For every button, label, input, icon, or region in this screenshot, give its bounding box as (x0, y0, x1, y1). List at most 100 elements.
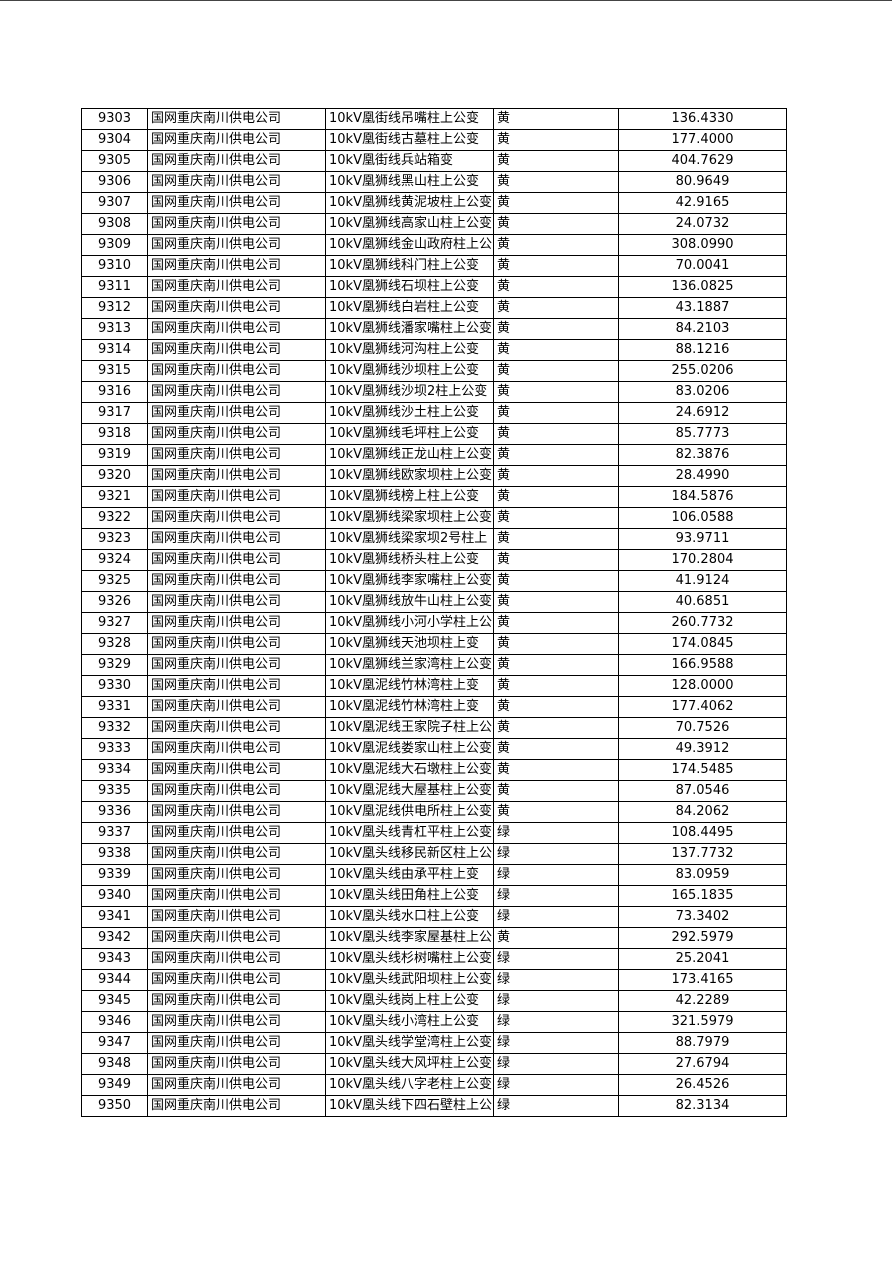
row-id: 9308 (81, 213, 148, 235)
status: 绿 (493, 1074, 619, 1096)
row-id: 9315 (81, 360, 148, 382)
transformer-name: 10kV凰狮线石坝柱上公变 (325, 276, 494, 298)
row-id: 9320 (81, 465, 148, 487)
status: 黄 (493, 402, 619, 424)
table-row: 9307 国网重庆南川供电公司 10kV凰狮线黄泥坡柱上公变黄 42.9165 (81, 192, 787, 214)
transformer-name: 10kV凰狮线梁家坝柱上公变 (325, 507, 494, 529)
transformer-name: 10kV凰泥线供电所柱上公变 (325, 801, 494, 823)
company: 国网重庆南川供电公司 (147, 927, 326, 949)
status: 黄 (493, 297, 619, 319)
transformer-name: 10kV凰狮线黄泥坡柱上公变 (325, 192, 494, 214)
value: 292.5979 (618, 927, 787, 949)
status: 黄 (493, 591, 619, 613)
transformer-name: 10kV凰头线水口柱上公变 (325, 906, 494, 928)
row-id: 9336 (81, 801, 148, 823)
table-row: 9325 国网重庆南川供电公司 10kV凰狮线李家嘴柱上公变黄 41.9124 (81, 570, 787, 592)
value: 24.6912 (618, 402, 787, 424)
company: 国网重庆南川供电公司 (147, 318, 326, 340)
row-id: 9350 (81, 1095, 148, 1117)
row-id: 9318 (81, 423, 148, 445)
row-id: 9322 (81, 507, 148, 529)
company: 国网重庆南川供电公司 (147, 360, 326, 382)
transformer-name: 10kV凰泥线大屋基柱上公变 (325, 780, 494, 802)
company: 国网重庆南川供电公司 (147, 129, 326, 151)
transformer-name: 10kV凰狮线小河小学柱上公 (325, 612, 494, 634)
row-id: 9314 (81, 339, 148, 361)
company: 国网重庆南川供电公司 (147, 759, 326, 781)
table-row: 9329 国网重庆南川供电公司 10kV凰狮线兰家湾柱上公变黄 166.9588 (81, 654, 787, 676)
company: 国网重庆南川供电公司 (147, 801, 326, 823)
value: 42.9165 (618, 192, 787, 214)
company: 国网重庆南川供电公司 (147, 465, 326, 487)
status: 黄 (493, 423, 619, 445)
table-row: 9306 国网重庆南川供电公司 10kV凰狮线黑山柱上公变黄 80.9649 (81, 171, 787, 193)
company: 国网重庆南川供电公司 (147, 1074, 326, 1096)
row-id: 9313 (81, 318, 148, 340)
status: 黄 (493, 675, 619, 697)
status: 黄 (493, 213, 619, 235)
row-id: 9317 (81, 402, 148, 424)
table-row: 9344 国网重庆南川供电公司 10kV凰头线武阳坝柱上公变绿 173.4165 (81, 969, 787, 991)
company: 国网重庆南川供电公司 (147, 906, 326, 928)
table-row: 9349 国网重庆南川供电公司 10kV凰头线八字老柱上公变绿 26.4526 (81, 1074, 787, 1096)
transformer-name: 10kV凰头线杉树嘴柱上公变 (325, 948, 494, 970)
transformer-name: 10kV凰狮线桥头柱上公变 (325, 549, 494, 571)
table-row: 9330 国网重庆南川供电公司 10kV凰泥线竹林湾柱上变黄 128.0000 (81, 675, 787, 697)
table-row: 9332 国网重庆南川供电公司 10kV凰泥线王家院子柱上公黄 70.7526 (81, 717, 787, 739)
value: 108.4495 (618, 822, 787, 844)
status: 黄 (493, 444, 619, 466)
status: 绿 (493, 1095, 619, 1117)
company: 国网重庆南川供电公司 (147, 633, 326, 655)
table-row: 9338 国网重庆南川供电公司 10kV凰头线移民新区柱上公绿 137.7732 (81, 843, 787, 865)
value: 26.4526 (618, 1074, 787, 1096)
company: 国网重庆南川供电公司 (147, 591, 326, 613)
table-row: 9326 国网重庆南川供电公司 10kV凰狮线放牛山柱上公变黄 40.6851 (81, 591, 787, 613)
row-id: 9329 (81, 654, 148, 676)
transformer-name: 10kV凰狮线李家嘴柱上公变 (325, 570, 494, 592)
row-id: 9324 (81, 549, 148, 571)
table-row: 9308 国网重庆南川供电公司 10kV凰狮线高家山柱上公变黄 24.0732 (81, 213, 787, 235)
value: 128.0000 (618, 675, 787, 697)
status: 绿 (493, 1011, 619, 1033)
row-id: 9311 (81, 276, 148, 298)
status: 黄 (493, 360, 619, 382)
value: 173.4165 (618, 969, 787, 991)
table-row: 9334 国网重庆南川供电公司 10kV凰泥线大石墩柱上公变黄 174.5485 (81, 759, 787, 781)
transformer-name: 10kV凰狮线梁家坝2号柱上 (325, 528, 494, 550)
status: 绿 (493, 864, 619, 886)
company: 国网重庆南川供电公司 (147, 444, 326, 466)
company: 国网重庆南川供电公司 (147, 885, 326, 907)
company: 国网重庆南川供电公司 (147, 507, 326, 529)
status: 黄 (493, 801, 619, 823)
status: 绿 (493, 843, 619, 865)
transformer-name: 10kV凰狮线毛坪柱上公变 (325, 423, 494, 445)
company: 国网重庆南川供电公司 (147, 528, 326, 550)
row-id: 9309 (81, 234, 148, 256)
row-id: 9339 (81, 864, 148, 886)
row-id: 9346 (81, 1011, 148, 1033)
row-id: 9337 (81, 822, 148, 844)
company: 国网重庆南川供电公司 (147, 549, 326, 571)
company: 国网重庆南川供电公司 (147, 717, 326, 739)
status: 黄 (493, 717, 619, 739)
table-row: 9341 国网重庆南川供电公司 10kV凰头线水口柱上公变绿 73.3402 (81, 906, 787, 928)
value: 308.0990 (618, 234, 787, 256)
status: 绿 (493, 906, 619, 928)
company: 国网重庆南川供电公司 (147, 696, 326, 718)
table-row: 9343 国网重庆南川供电公司 10kV凰头线杉树嘴柱上公变绿 25.2041 (81, 948, 787, 970)
table-row: 9320 国网重庆南川供电公司 10kV凰狮线欧家坝柱上公变黄 28.4990 (81, 465, 787, 487)
transformer-name: 10kV凰街线吊嘴柱上公变 (325, 108, 494, 130)
table-row: 9340 国网重庆南川供电公司 10kV凰头线田角柱上公变绿 165.1835 (81, 885, 787, 907)
value: 42.2289 (618, 990, 787, 1012)
company: 国网重庆南川供电公司 (147, 1011, 326, 1033)
transformer-name: 10kV凰狮线科门柱上公变 (325, 255, 494, 277)
company: 国网重庆南川供电公司 (147, 654, 326, 676)
company: 国网重庆南川供电公司 (147, 822, 326, 844)
status: 绿 (493, 822, 619, 844)
row-id: 9338 (81, 843, 148, 865)
table-row: 9336 国网重庆南川供电公司 10kV凰泥线供电所柱上公变黄 84.2062 (81, 801, 787, 823)
status: 黄 (493, 339, 619, 361)
table-row: 9337 国网重庆南川供电公司 10kV凰头线青杠平柱上公变绿 108.4495 (81, 822, 787, 844)
transformer-name: 10kV凰头线李家屋基柱上公 (325, 927, 494, 949)
